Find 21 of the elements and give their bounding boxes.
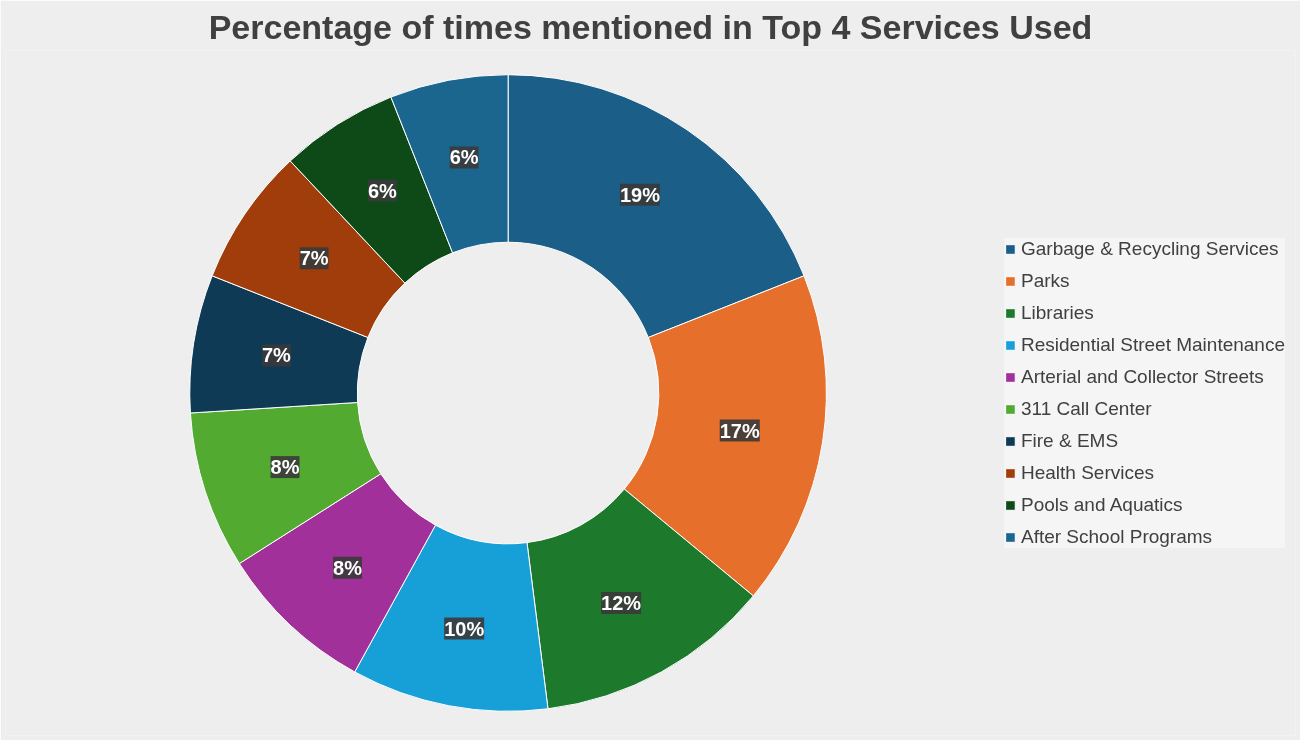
data-label: 12%: [601, 592, 642, 615]
data-label: 8%: [333, 556, 363, 579]
data-label: 7%: [299, 247, 329, 270]
legend-label: Pools and Aquatics: [1020, 493, 1183, 516]
data-label: 8%: [270, 456, 300, 479]
legend-label: Arterial and Collector Streets: [1020, 365, 1264, 388]
legend-label: Libraries: [1020, 301, 1094, 324]
data-label: 17%: [719, 419, 760, 442]
data-label: 6%: [449, 146, 479, 169]
legend-label: After School Programs: [1020, 525, 1213, 548]
data-label: 10%: [444, 617, 485, 640]
legend-label: Parks: [1020, 269, 1070, 292]
data-label: 7%: [261, 344, 292, 367]
legend-label: Garbage & Recycling Services: [1020, 237, 1279, 260]
legend-label: Fire & EMS: [1020, 429, 1119, 452]
chart-title: Percentage of times mentioned in Top 4 Services Used: [208, 7, 1093, 46]
data-label: 6%: [367, 179, 398, 202]
data-label: 19%: [619, 183, 661, 206]
legend-label: Health Services: [1020, 461, 1155, 484]
legend-label: Residential Street Maintenance: [1020, 333, 1285, 356]
legend-label: 311 Call Center: [1020, 397, 1152, 420]
